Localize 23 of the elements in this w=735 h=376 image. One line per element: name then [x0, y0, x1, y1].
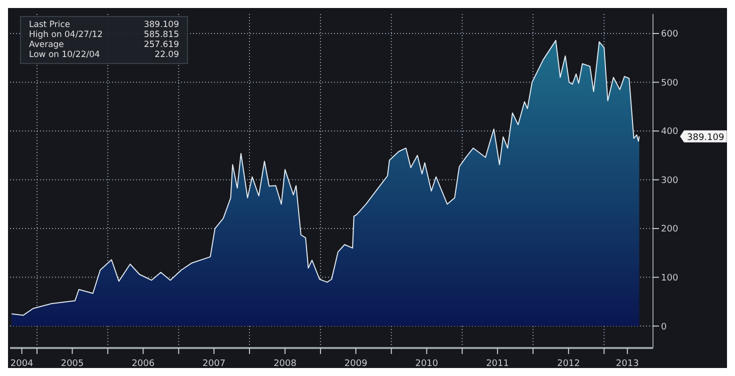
text: 389.109	[687, 132, 724, 143]
y-tick-label: 600	[661, 30, 678, 40]
y-tick-label: 100	[661, 273, 678, 284]
text: Average 257.619	[29, 40, 179, 50]
text: Last Price	[29, 20, 70, 30]
y-tick-label: 200	[661, 224, 678, 235]
y-tick-label: 400	[661, 127, 678, 138]
annotation: 389.109	[144, 20, 179, 30]
x-tick-label: 2009	[344, 359, 368, 369]
x-tick-label: 2008	[274, 359, 297, 369]
text: High on 04/27/12 585.815	[29, 30, 179, 40]
x-tick-label: 2010	[415, 359, 438, 369]
x-tick-label: 2007	[202, 359, 226, 369]
y-tick-label: 300	[661, 176, 678, 186]
y-tick-label: 500	[661, 78, 678, 88]
text: Low on 10/22/04 22.09	[29, 50, 179, 60]
x-tick-label: 2012	[557, 359, 580, 369]
x-tick-label: 2004	[10, 359, 34, 369]
x-tick-label: 2013	[616, 359, 639, 369]
x-tick-label: 2005	[60, 359, 84, 369]
y-tick-label: 0	[661, 322, 667, 332]
x-tick-label: 2011	[486, 359, 509, 369]
x-tick-label: 2006	[132, 359, 155, 369]
